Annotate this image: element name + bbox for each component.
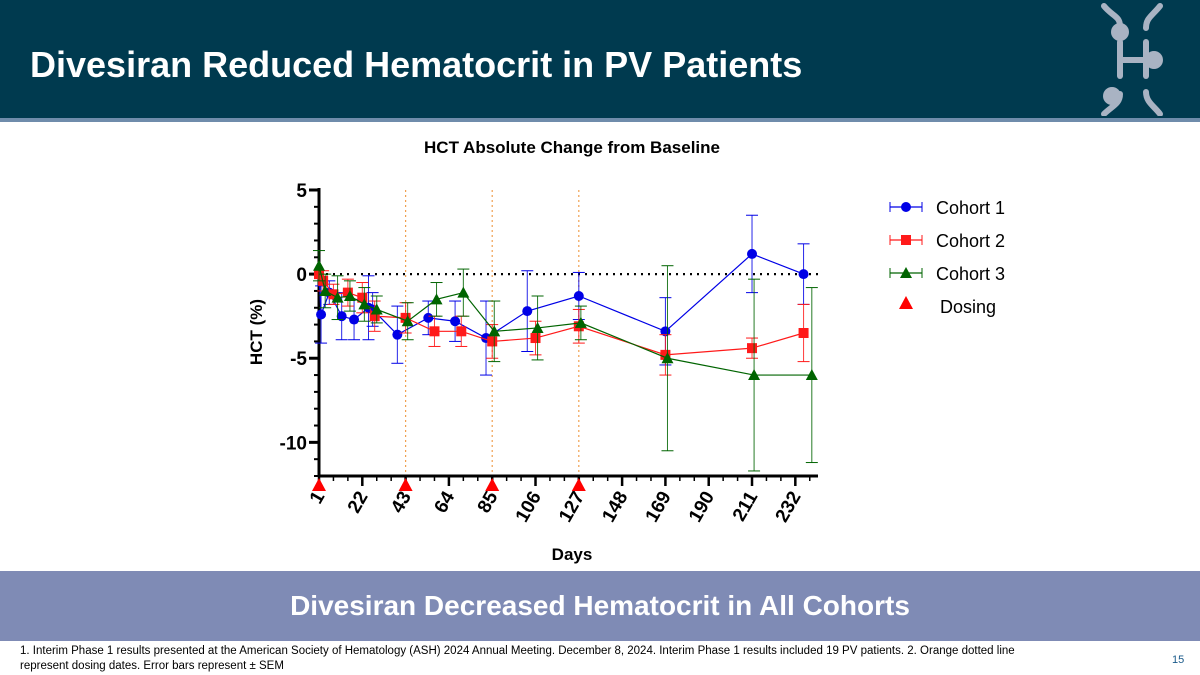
cohort1-point — [392, 329, 403, 340]
cohort2-point — [342, 287, 353, 298]
cohort1-point — [316, 309, 327, 320]
legend-marker-cohort1 — [901, 202, 911, 212]
x-tick-label-190: 190 — [685, 488, 719, 526]
legend-label-cohort2: Cohort 2 — [936, 231, 1005, 251]
legend-marker-cohort2 — [901, 235, 911, 245]
company-logo-icon — [1101, 3, 1163, 116]
dosing-marker-127 — [571, 478, 586, 491]
y-tick-label--5: -5 — [290, 349, 307, 370]
y-tick-label--10: -10 — [280, 433, 307, 454]
cohort1-point — [349, 314, 360, 325]
cohort3-point — [748, 369, 761, 381]
x-tick-label-43: 43 — [387, 488, 416, 517]
chart-x-axis-label: Days — [552, 545, 593, 564]
summary-banner-text: Divesiran Decreased Hematocrit in All Co… — [290, 590, 910, 621]
dosing-marker-43 — [398, 478, 413, 491]
cohort1-point — [450, 316, 461, 327]
footnote: 1. Interim Phase 1 results presented at … — [20, 645, 1015, 672]
x-tick-label-106: 106 — [512, 488, 546, 526]
x-tick-label-22: 22 — [344, 488, 373, 517]
cohort2-point — [798, 328, 809, 338]
page-number: 15 — [1172, 654, 1185, 666]
x-tick-label-169: 169 — [642, 488, 676, 526]
x-tick-label-211: 211 — [729, 488, 763, 525]
cohort2-point — [530, 333, 541, 344]
cohort3-point — [805, 369, 818, 381]
cohort2-point — [328, 289, 339, 300]
cohort1-point — [336, 311, 347, 322]
cohort1-point — [798, 269, 809, 280]
cohort2-series-line — [318, 273, 804, 356]
cohort2-point — [369, 311, 380, 322]
cohort3-point — [401, 315, 414, 327]
x-tick-label-85: 85 — [474, 488, 503, 517]
cohort1-point — [573, 290, 584, 301]
cohort3-point — [574, 316, 587, 328]
legend-dosing-marker — [899, 296, 913, 309]
cohort2-point — [747, 343, 758, 354]
summary-banner — [0, 571, 1200, 641]
cohort3-point — [358, 298, 371, 310]
header-bar — [0, 0, 1200, 118]
legend-label-cohort1: Cohort 1 — [936, 198, 1005, 218]
cohort3-point — [488, 325, 501, 337]
cohort3-point — [313, 259, 325, 271]
legend-label-dosing: Dosing — [940, 297, 996, 317]
chart-title: HCT Absolute Change from Baseline — [424, 138, 720, 157]
cohort2-point — [429, 326, 440, 337]
cohort3-point — [661, 352, 674, 364]
cohort1-point — [522, 306, 533, 317]
cohort3-point — [457, 286, 470, 298]
x-tick-label-64: 64 — [430, 488, 459, 517]
header-divider — [0, 118, 1200, 122]
x-tick-label-148: 148 — [598, 488, 632, 526]
y-tick-label-5: 5 — [296, 181, 307, 202]
cohort1-point — [423, 312, 434, 323]
x-tick-label-232: 232 — [772, 488, 806, 526]
cohort2-point — [400, 312, 411, 323]
y-tick-label-0: 0 — [296, 265, 307, 286]
cohort2-point — [357, 292, 368, 303]
cohort2-point — [660, 349, 671, 360]
x-tick-label-127: 127 — [555, 488, 589, 526]
cohort1-point — [747, 248, 758, 259]
legend-marker-cohort3 — [900, 267, 912, 278]
cohort3-point — [430, 293, 443, 305]
page-title: Divesiran Reduced Hematocrit in PV Patie… — [30, 44, 803, 85]
cohort3-point — [331, 291, 344, 303]
dosing-marker-85 — [485, 478, 500, 491]
dosing-marker-1 — [312, 478, 326, 491]
cohort3-series-line — [318, 265, 812, 376]
cohort2-point — [487, 336, 498, 347]
chart-y-axis-label: HCT (%) — [247, 299, 266, 365]
cohort3-point — [370, 303, 383, 315]
cohort2-point — [456, 326, 467, 337]
cohort3-point — [319, 284, 332, 296]
cohort3-point — [343, 289, 356, 301]
legend-label-cohort3: Cohort 3 — [936, 264, 1005, 284]
cohort3-point — [531, 321, 544, 333]
